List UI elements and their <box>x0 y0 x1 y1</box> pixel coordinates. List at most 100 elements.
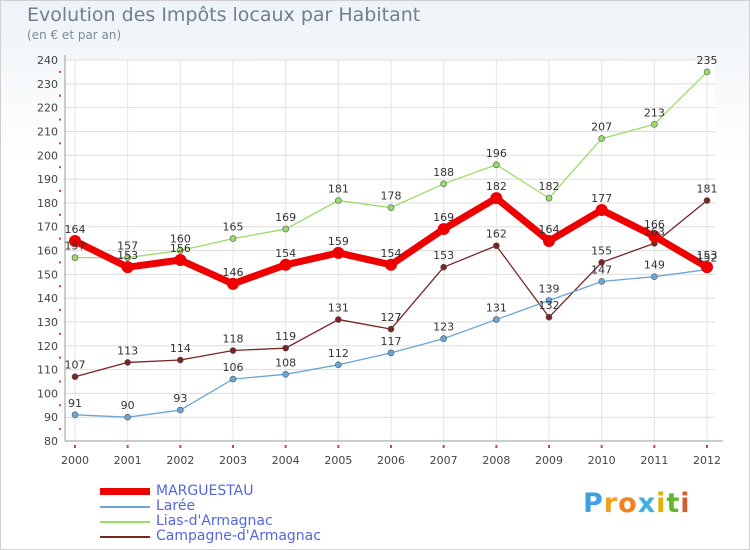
data-label-0: 164 <box>65 223 86 236</box>
data-label-3: 131 <box>328 302 349 315</box>
data-point-0 <box>121 261 134 274</box>
y-tick-label: 160 <box>37 245 58 258</box>
y-tick-label: 200 <box>37 149 58 162</box>
x-tick-label: 2010 <box>588 454 616 467</box>
data-label-0: 156 <box>170 242 191 255</box>
data-point-0 <box>385 258 397 271</box>
data-label-3: 118 <box>223 333 244 346</box>
data-label-3: 162 <box>486 228 507 241</box>
data-point-1 <box>335 361 342 369</box>
logo-letter: P <box>583 488 604 519</box>
data-point-0 <box>543 234 555 247</box>
data-label-1: 131 <box>486 302 507 315</box>
data-point-3 <box>124 359 131 366</box>
data-point-3 <box>703 197 711 204</box>
data-point-1 <box>177 406 184 414</box>
x-tick-label: 2002 <box>166 454 194 467</box>
data-point-1 <box>545 297 553 304</box>
legend-swatch <box>100 521 150 523</box>
data-point-3 <box>545 313 553 321</box>
x-tick-label: 2003 <box>219 454 247 467</box>
y-tick-label: 110 <box>37 364 58 377</box>
data-label-3: 153 <box>433 249 454 262</box>
data-point-1 <box>651 273 658 280</box>
y-tick-label: 120 <box>37 340 58 353</box>
data-point-2 <box>71 254 79 261</box>
data-label-3: 181 <box>697 182 718 195</box>
data-point-0 <box>648 230 661 243</box>
data-label-2: 181 <box>328 182 349 195</box>
x-tick-label: 2012 <box>693 454 721 467</box>
data-label-3: 113 <box>117 344 138 357</box>
chart-subtitle: (en € et par an) <box>27 28 122 42</box>
data-point-3 <box>493 242 500 250</box>
data-point-0 <box>69 234 81 247</box>
data-label-3: 127 <box>381 311 402 324</box>
y-tick-label: 150 <box>37 268 58 281</box>
data-point-3 <box>440 263 447 271</box>
data-label-0: 159 <box>328 235 349 248</box>
data-label-0: 146 <box>223 266 244 279</box>
data-point-1 <box>229 375 237 383</box>
y-tick-label: 80 <box>44 435 58 448</box>
x-tick-label: 2009 <box>535 454 563 467</box>
data-label-2: 160 <box>170 233 191 246</box>
legend-label: Lias-d'Armagnac <box>156 513 273 529</box>
legend-swatch <box>100 488 150 495</box>
data-point-1 <box>282 371 289 378</box>
data-label-0: 166 <box>644 218 665 231</box>
data-point-3 <box>177 356 184 364</box>
data-point-2 <box>335 197 342 204</box>
logo-letter: i <box>680 488 691 519</box>
legend-label: Campagne-d'Armagnac <box>156 528 321 544</box>
x-tick-label: 2001 <box>114 454 142 467</box>
data-label-2: 196 <box>486 147 507 160</box>
data-point-2 <box>282 225 289 233</box>
data-label-2: 182 <box>539 180 560 193</box>
data-label-1: 93 <box>173 392 187 405</box>
data-label-3: 107 <box>65 359 86 372</box>
data-label-0: 182 <box>486 180 507 193</box>
data-label-2: 178 <box>381 190 402 203</box>
data-label-2: 207 <box>591 121 612 134</box>
data-label-1: 91 <box>68 397 82 410</box>
data-label-0: 154 <box>275 247 296 260</box>
legend-label: Larée <box>156 498 196 514</box>
y-tick-label: 220 <box>37 102 58 115</box>
data-point-0 <box>701 261 713 274</box>
logo-letter: o <box>618 488 638 519</box>
proxiti-logo: Proxiti <box>583 488 691 519</box>
data-point-3 <box>282 344 289 352</box>
data-label-3: 114 <box>170 342 191 355</box>
data-label-0: 164 <box>539 223 560 236</box>
data-label-0: 154 <box>381 247 402 260</box>
y-tick-label: 180 <box>37 197 58 210</box>
data-label-3: 163 <box>644 225 665 238</box>
data-label-1: 147 <box>591 263 612 276</box>
y-tick-label: 130 <box>37 316 58 329</box>
data-point-0 <box>490 192 503 205</box>
y-tick-label: 140 <box>37 292 58 305</box>
data-label-3: 132 <box>539 299 560 312</box>
data-label-2: 169 <box>275 211 296 224</box>
y-tick-label: 190 <box>37 173 58 186</box>
x-tick-label: 2005 <box>324 454 352 467</box>
data-point-2 <box>387 204 395 211</box>
data-label-3: 119 <box>275 330 296 343</box>
x-tick-label: 2000 <box>61 454 89 467</box>
x-tick-label: 2006 <box>377 454 405 467</box>
data-point-3 <box>598 259 605 266</box>
y-tick-label: 170 <box>37 221 58 234</box>
logo-letter: x <box>637 488 657 519</box>
data-point-0 <box>437 223 450 236</box>
y-tick-label: 210 <box>37 125 58 138</box>
x-tick-label: 2008 <box>482 454 510 467</box>
y-tick-label: 90 <box>44 411 58 424</box>
data-label-1: 139 <box>539 283 560 296</box>
chart-title: Evolution des Impôts locaux par Habitant <box>27 4 421 26</box>
y-tick-label: 100 <box>37 387 58 400</box>
data-point-1 <box>71 411 79 419</box>
logo-letter: t <box>666 488 681 519</box>
data-point-1 <box>493 316 500 323</box>
